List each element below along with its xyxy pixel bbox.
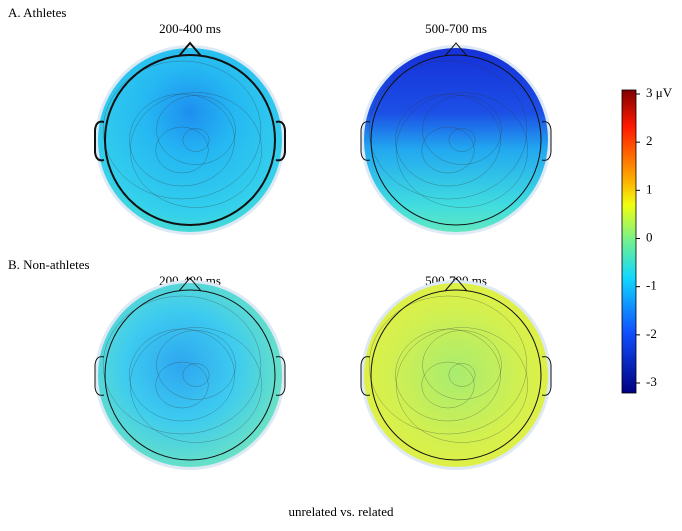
ear [360,356,371,396]
head-outline [104,54,276,226]
colorbar [621,89,637,394]
ear [94,120,105,162]
nose [178,41,202,57]
head-outline [370,54,542,226]
nose [444,277,468,292]
map-title: 500-700 ms [425,21,487,36]
map-title: 200-400 ms [159,21,221,36]
contour [368,295,528,435]
contour [182,363,210,387]
ear [360,121,371,161]
contour [130,327,262,443]
scalp-map [364,48,548,232]
tick-label: 2 [646,133,653,148]
head-outline [104,289,276,461]
topomaps [94,41,552,470]
ear [275,356,286,396]
tick-label: 0 [646,229,653,244]
caption: unrelated vs. related [288,504,394,519]
tick-label: -1 [646,278,657,293]
tick-label: 3 μV [646,85,673,100]
contour [130,92,262,208]
nose [444,42,468,57]
ear [275,120,286,162]
tick-label: -2 [646,326,657,341]
tick-label: -3 [646,374,657,389]
tick-label: 1 [646,181,653,196]
ear [541,356,552,396]
contour [102,60,262,200]
contour [448,363,476,387]
contour [129,93,235,187]
contour [155,361,209,409]
contour [396,327,528,443]
head-outline [370,289,542,461]
scalp-map [98,283,282,467]
contour [448,128,476,152]
contour [396,92,528,208]
contour [421,126,475,174]
ear [94,356,105,396]
scalp-map [98,48,282,232]
contour [395,328,501,422]
colorbar-ticks: 3 μV 2 1 0 -1 -2 -3 [636,85,673,389]
contour [102,295,262,435]
ear [541,121,552,161]
nose [178,277,202,292]
contour [368,60,528,200]
contour [155,126,209,174]
contour [182,128,210,152]
contour [421,361,475,409]
scalp-map [364,283,548,467]
contour [395,93,501,187]
contour [129,328,235,422]
panel-label: A. Athletes [8,5,67,20]
panel-label: B. Non-athletes [8,257,90,272]
